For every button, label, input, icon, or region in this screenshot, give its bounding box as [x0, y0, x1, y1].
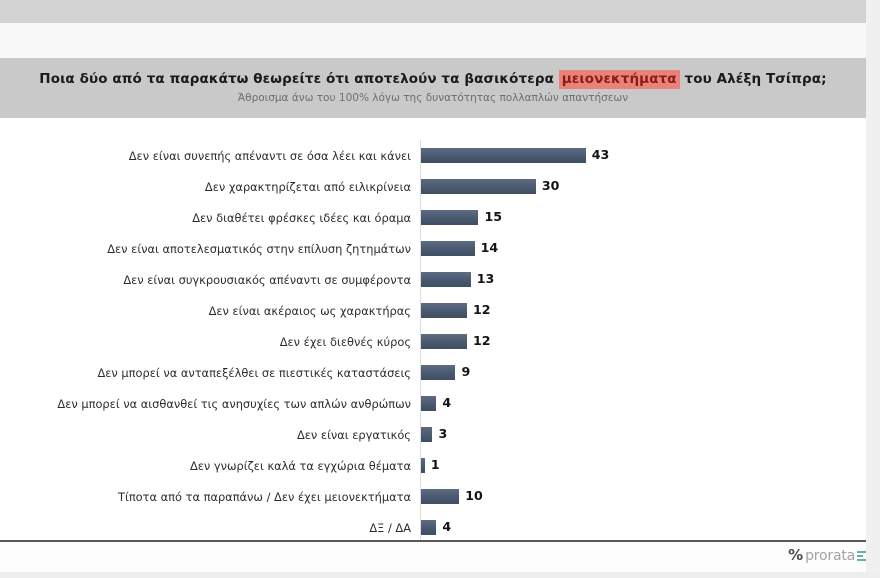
bar-value-label: 14 [480, 240, 499, 256]
bar-category-label: Τίποτα από τα παραπάνω / Δεν έχει μειονε… [118, 489, 411, 504]
bar-track: 30 [420, 171, 866, 202]
bar-row: Δεν είναι αποτελεσματικός στην επίλυση ζ… [0, 233, 866, 264]
bar-track: 43 [420, 140, 866, 171]
right-margin [866, 0, 880, 578]
bar-fill [421, 458, 425, 473]
bar-category-label: Δεν μπορεί να αισθανθεί τις ανησυχίες τω… [57, 396, 411, 411]
bar-fill [421, 489, 460, 504]
bar-value-label: 15 [484, 209, 502, 225]
bar-fill [421, 179, 536, 194]
bar-track: 10 [420, 481, 866, 512]
bar-fill [421, 303, 467, 318]
bar-track: 9 [420, 357, 866, 388]
bar-category-label: Δεν χαρακτηρίζεται από ειλικρίνεια [204, 179, 411, 194]
bar-row: Δεν μπορεί να ανταπεξέλθει σε πιεστικές … [0, 357, 866, 388]
top-white-gap [0, 23, 874, 58]
percent-icon: % [788, 546, 804, 564]
footer-divider [0, 540, 866, 542]
bar-fill [421, 396, 437, 411]
bar-value-label: 13 [476, 271, 495, 287]
bar-fill [421, 334, 467, 349]
footer-band [0, 542, 866, 572]
bar-category-label: Δεν γνωρίζει καλά τα εγχώρια θέματα [189, 458, 411, 473]
bar-category-label: ΔΞ / ΔΑ [369, 520, 411, 535]
bar-track: 14 [420, 233, 866, 264]
chart-subtitle: Άθροισμα άνω του 100% λόγω της δυνατότητ… [237, 91, 629, 104]
bar-category-label: Δεν είναι αποτελεσματικός στην επίλυση ζ… [107, 241, 411, 256]
top-gray-strip [0, 0, 880, 23]
bar-track: 3 [420, 419, 866, 450]
bar-row: Δεν είναι συνεπής απέναντι σε όσα λέει κ… [0, 140, 866, 171]
bar-value-label: 4 [442, 519, 452, 535]
bar-row: Δεν είναι ακέραιος ως χαρακτήρας 12 [0, 295, 866, 326]
bar-fill [421, 241, 475, 256]
bar-category-label: Δεν διαθέτει φρέσκες ιδέες και όραμα [192, 210, 411, 225]
prorata-logo: % prorata [788, 548, 866, 563]
bar-value-label: 4 [442, 395, 452, 411]
bar-row: Δεν έχει διεθνές κύρος 12 [0, 326, 866, 357]
bar-list: Δεν είναι συνεπής απέναντι σε όσα λέει κ… [0, 140, 866, 543]
bar-category-label: Δεν έχει διεθνές κύρος [279, 334, 411, 349]
bar-value-label: 12 [472, 333, 491, 349]
bar-track: 4 [420, 512, 866, 543]
bar-fill [421, 272, 471, 287]
bar-value-label: 43 [591, 147, 610, 163]
bar-row: Δεν είναι συγκρουσιακός απέναντι σε συμφ… [0, 264, 866, 295]
title-highlight: μειονεκτήματα [558, 70, 680, 90]
bar-category-label: Δεν είναι ακέραιος ως χαρακτήρας [208, 303, 411, 318]
bar-fill [421, 365, 456, 380]
bar-track: 4 [420, 388, 866, 419]
chart-header-band: Ποια δύο από τα παρακάτω θεωρείτε ότι απ… [0, 58, 866, 118]
bar-category-label: Δεν είναι συνεπής απέναντι σε όσα λέει κ… [128, 148, 411, 163]
bar-fill [421, 210, 479, 225]
bottom-margin [0, 572, 880, 578]
bar-category-label: Δεν είναι συγκρουσιακός απέναντι σε συμφ… [123, 272, 411, 287]
bar-chart-icon [857, 550, 866, 561]
bar-fill [421, 520, 437, 535]
bar-track: 13 [420, 264, 866, 295]
bar-category-label: Δεν είναι εργατικός [296, 427, 411, 442]
bar-track: 12 [420, 326, 866, 357]
bar-row: Δεν είναι εργατικός 3 [0, 419, 866, 450]
bar-track: 15 [420, 202, 866, 233]
bar-value-label: 9 [461, 364, 471, 380]
bar-row: Δεν μπορεί να αισθανθεί τις ανησυχίες τω… [0, 388, 866, 419]
brand-name: prorata [805, 547, 855, 564]
bar-track: 12 [420, 295, 866, 326]
bar-fill [421, 148, 586, 163]
bar-value-label: 12 [472, 302, 491, 318]
bar-row: ΔΞ / ΔΑ 4 [0, 512, 866, 543]
bar-category-label: Δεν μπορεί να ανταπεξέλθει σε πιεστικές … [97, 365, 411, 380]
bar-value-label: 1 [430, 457, 440, 473]
bar-row: Δεν γνωρίζει καλά τα εγχώρια θέματα 1 [0, 450, 866, 481]
bar-row: Δεν χαρακτηρίζεται από ειλικρίνεια 30 [0, 171, 866, 202]
bar-chart: Δεν είναι συνεπής απέναντι σε όσα λέει κ… [0, 118, 866, 543]
bar-value-label: 3 [438, 426, 448, 442]
bar-track: 1 [420, 450, 866, 481]
title-text-after: του Αλέξη Τσίπρα; [679, 71, 827, 88]
page-title: Ποια δύο από τα παρακάτω θεωρείτε ότι απ… [39, 70, 827, 90]
title-text-before: Ποια δύο από τα παρακάτω θεωρείτε ότι απ… [39, 71, 559, 88]
bar-value-label: 30 [541, 178, 560, 194]
bar-row: Δεν διαθέτει φρέσκες ιδέες και όραμα 15 [0, 202, 866, 233]
bar-value-label: 10 [465, 488, 483, 504]
bar-fill [421, 427, 433, 442]
bar-row: Τίποτα από τα παραπάνω / Δεν έχει μειονε… [0, 481, 866, 512]
